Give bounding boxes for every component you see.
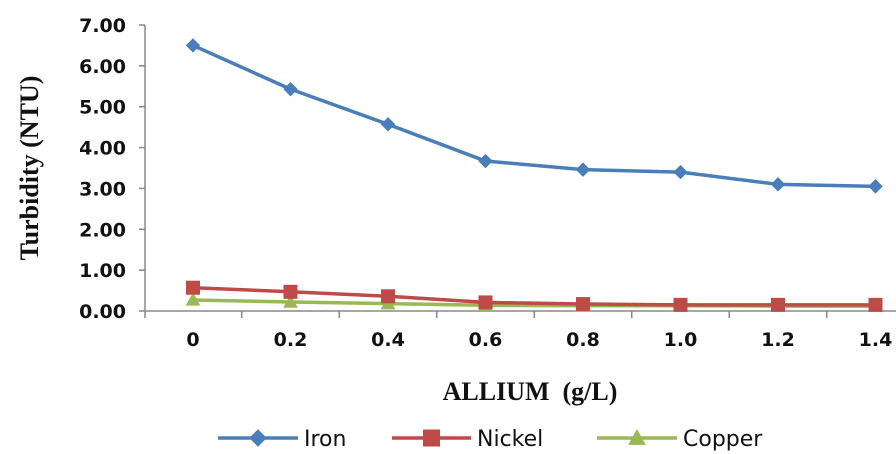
series-line-nickel [192, 285, 876, 307]
legend-marker [423, 429, 440, 447]
legend-label: Iron [304, 427, 346, 452]
data-point-iron [868, 179, 883, 194]
data-point-nickel [868, 297, 883, 312]
data-point-iron [478, 153, 493, 169]
y-tick-label: 1.00 [79, 260, 126, 282]
y-tick-label: 3.00 [79, 178, 126, 200]
data-point-nickel [381, 289, 395, 304]
data-point-iron [673, 164, 688, 180]
legend-label: Nickel [477, 427, 543, 452]
data-point-nickel [673, 297, 688, 312]
data-point-copper [185, 292, 201, 306]
legend-marker [628, 428, 646, 445]
data-point-nickel [283, 284, 298, 299]
y-tick-label: 6.00 [79, 56, 126, 78]
y-tick-label: 7.00 [79, 15, 126, 37]
y-tick-label: 5.00 [79, 97, 126, 119]
data-point-nickel [186, 280, 200, 295]
data-point-nickel [478, 295, 493, 310]
legend-item-iron: Iron [218, 427, 346, 452]
data-point-iron [283, 81, 298, 97]
data-point-iron [380, 117, 396, 132]
series-iron [185, 38, 883, 194]
data-point-nickel [576, 297, 590, 312]
data-point-copper [283, 294, 298, 308]
x-tick-label: 0.8 [566, 329, 600, 351]
legend-marker [249, 429, 267, 447]
x-tick-label: 1.4 [859, 329, 893, 351]
legend-label: Copper [683, 427, 763, 452]
x-axis-title: ALLIUM (g/L) [443, 377, 618, 406]
data-point-iron [770, 177, 786, 192]
series-layer [185, 38, 883, 312]
x-axis-ticks: 0 0.2 0.4 0.6 0.8 1.0 1.2 1.4 [144, 311, 893, 351]
legend-item-copper: Copper [597, 427, 763, 452]
x-tick-label: 1.2 [761, 329, 795, 351]
legend: Iron Nickel Copper [218, 427, 763, 452]
y-tick-label: 0.00 [79, 301, 126, 323]
x-tick-label: 1.0 [664, 329, 698, 351]
x-tick-label: 0 [186, 329, 199, 351]
x-tick-label: 0.4 [371, 329, 405, 351]
y-axis-ticks: 0.00 1.00 2.00 3.00 4.00 5.00 6.00 7.00 [79, 15, 145, 323]
series-nickel [186, 280, 883, 312]
x-tick-label: 0.2 [274, 329, 308, 351]
data-point-iron [185, 38, 201, 53]
x-tick-label: 0.6 [469, 329, 503, 351]
legend-item-nickel: Nickel [392, 427, 543, 452]
data-point-nickel [771, 297, 785, 312]
y-axis-title: Turbidity (NTU) [15, 76, 44, 261]
y-tick-label: 2.00 [79, 219, 126, 241]
data-point-iron [575, 162, 591, 177]
series-line-iron [192, 43, 876, 189]
y-tick-label: 4.00 [79, 138, 126, 160]
